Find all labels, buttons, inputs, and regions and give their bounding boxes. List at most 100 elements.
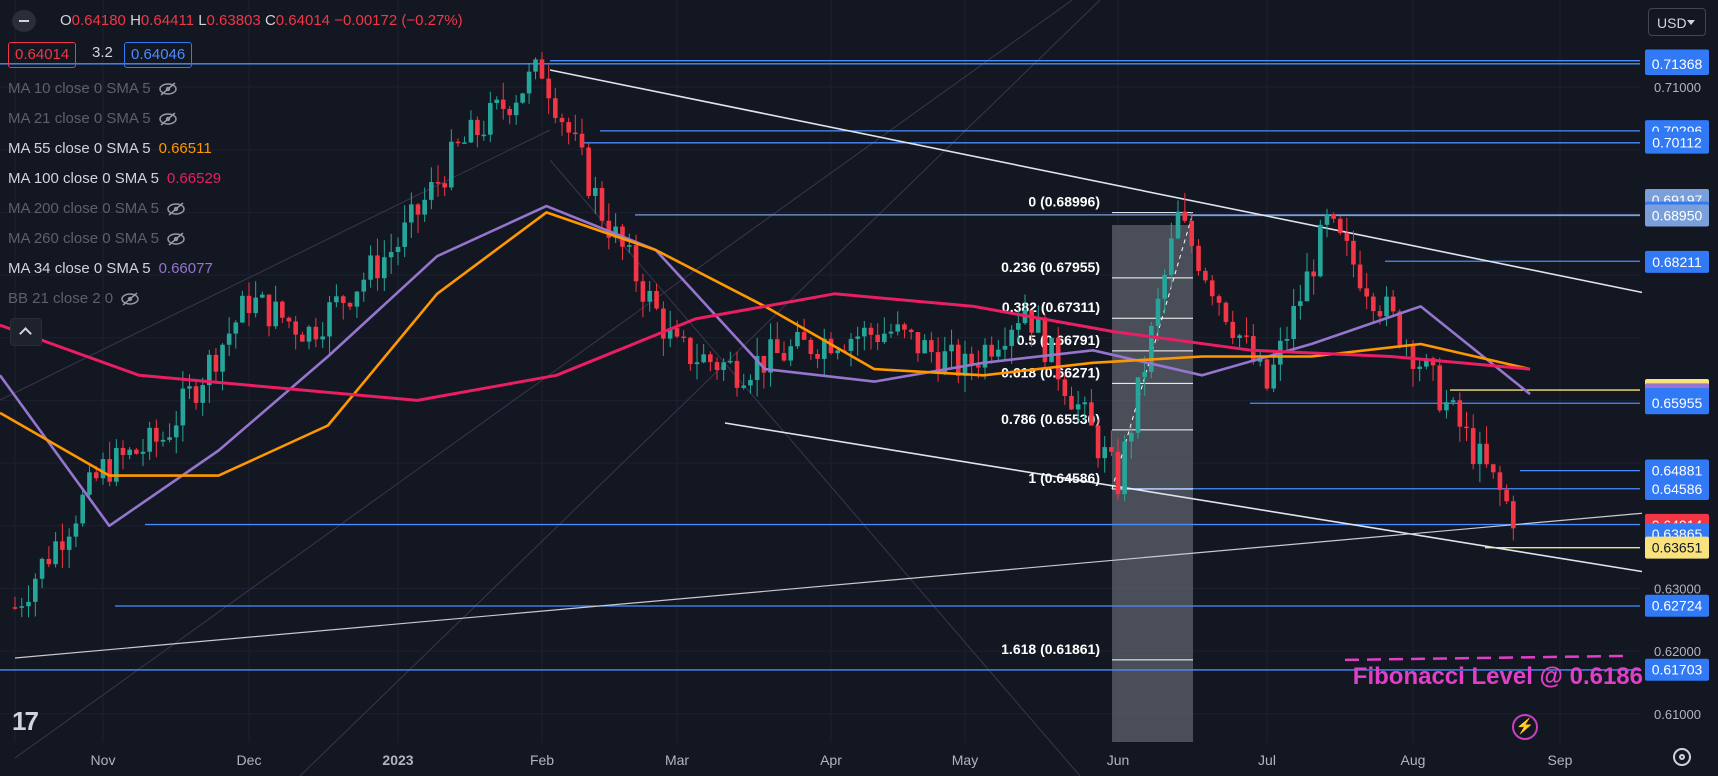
candle-body xyxy=(539,59,545,79)
candle-body xyxy=(1364,288,1369,297)
candle-body xyxy=(734,360,740,388)
settings-gear-icon[interactable] xyxy=(1673,748,1691,766)
candle-body xyxy=(253,297,258,314)
x-tick-label: Apr xyxy=(820,752,842,768)
hidden-eye-icon[interactable] xyxy=(121,291,139,306)
candle-body xyxy=(280,301,285,318)
candle-body xyxy=(1142,371,1147,378)
y-tick-label: 0.63000 xyxy=(1654,581,1701,596)
candle-body xyxy=(902,324,907,330)
candle-body xyxy=(173,425,179,438)
ask-box[interactable]: 0.64046 xyxy=(124,42,193,68)
x-tick-label: 2023 xyxy=(382,752,413,768)
candle-body xyxy=(848,338,854,351)
candle-body xyxy=(553,98,558,118)
candle-body xyxy=(922,340,927,354)
hidden-eye-icon[interactable] xyxy=(167,201,185,216)
indicator-row[interactable]: MA 55 close 0 SMA 5 0.66511 xyxy=(8,140,212,157)
candle-body xyxy=(468,119,474,143)
candle-body xyxy=(87,472,92,495)
hidden-eye-icon[interactable] xyxy=(158,81,177,96)
fib-level-label: 1 (0.64586) xyxy=(1028,470,1100,486)
candle-body xyxy=(681,336,686,339)
price-label: 0.64881 xyxy=(1652,463,1703,479)
candle-body xyxy=(1377,311,1383,317)
price-label-box xyxy=(1645,392,1709,415)
indicator-row[interactable]: MA 200 close 0 SMA 5 xyxy=(8,200,185,217)
fib-level-label: 0.786 (0.65530) xyxy=(1001,411,1100,427)
spread-value: 3.2 xyxy=(92,44,113,61)
trendline-upper xyxy=(549,69,1646,294)
y-tick-label: 0.61000 xyxy=(1654,707,1701,722)
candle-body xyxy=(19,606,25,608)
indicator-row[interactable]: BB 21 close 2 0 xyxy=(8,290,139,307)
candle-body xyxy=(409,204,414,223)
collapse-legend-button[interactable] xyxy=(10,318,42,346)
candle-body xyxy=(795,332,800,347)
x-tick-label: Jun xyxy=(1107,752,1130,768)
candle-body xyxy=(942,351,948,374)
candle-body xyxy=(455,141,461,144)
candle-body xyxy=(868,327,874,335)
candle-body xyxy=(1344,232,1350,241)
indicator-row[interactable]: MA 100 close 0 SMA 5 0.66529 xyxy=(8,170,221,187)
candle-body xyxy=(1424,358,1429,367)
candle-body xyxy=(1244,335,1249,337)
candle-body xyxy=(935,352,941,374)
price-label-box xyxy=(1645,250,1709,273)
indicator-row[interactable]: MA 21 close 0 SMA 5 xyxy=(8,110,177,127)
candle-body xyxy=(1511,501,1516,529)
indicator-row[interactable]: MA 10 close 0 SMA 5 xyxy=(8,80,177,97)
indicator-row[interactable]: MA 260 close 0 SMA 5 xyxy=(8,230,185,247)
candle-body xyxy=(808,339,814,355)
fibonacci-annotation: Fibonacci Level @ 0.6186 xyxy=(1353,663,1643,690)
indicator-label: MA 260 close 0 SMA 5 xyxy=(8,230,159,247)
y-tick-label: 0.71000 xyxy=(1654,80,1701,95)
candle-body xyxy=(1062,379,1068,396)
candle-body xyxy=(293,321,298,335)
candle-body xyxy=(415,204,421,215)
candle-body xyxy=(1135,377,1141,433)
indicator-row[interactable]: MA 34 close 0 SMA 5 0.66077 xyxy=(8,260,213,277)
candle-body xyxy=(768,339,773,373)
high-label: H xyxy=(130,12,141,29)
currency-select[interactable]: USD xyxy=(1648,8,1706,36)
price-label-box xyxy=(1645,459,1709,482)
candle-body xyxy=(1497,472,1503,490)
candle-body xyxy=(147,427,152,452)
candle-body xyxy=(127,449,132,456)
candle-body xyxy=(286,317,292,322)
candle-body xyxy=(835,350,840,354)
lightning-icon[interactable]: ⚡ xyxy=(1512,714,1538,740)
candle-body xyxy=(1042,317,1048,363)
candle-body xyxy=(1189,220,1194,246)
fib-level-label: 1.618 (0.61861) xyxy=(1001,641,1100,657)
candle-body xyxy=(500,99,506,109)
y-tick-label: 0.62000 xyxy=(1654,644,1701,659)
x-tick-label: Feb xyxy=(530,752,554,768)
candle-body xyxy=(266,294,272,327)
hidden-eye-icon[interactable] xyxy=(167,231,185,246)
candle-body xyxy=(647,290,653,302)
bid-box[interactable]: 0.64014 xyxy=(8,42,77,68)
candle-body xyxy=(39,558,45,579)
candle-body xyxy=(449,141,454,188)
candle-body xyxy=(579,133,585,148)
candle-body xyxy=(1162,274,1167,299)
candle-body xyxy=(599,187,605,221)
price-label-box xyxy=(1645,658,1709,681)
candle-body xyxy=(1384,296,1389,317)
high-value: 0.64411 xyxy=(140,12,195,29)
candle-body xyxy=(207,354,212,386)
candle-body xyxy=(701,354,706,363)
price-label-box xyxy=(1645,478,1709,501)
candle-body xyxy=(233,322,239,334)
candle-body xyxy=(1318,224,1323,277)
menu-icon[interactable] xyxy=(12,10,36,32)
candle-body xyxy=(53,541,58,565)
candle-body xyxy=(754,355,760,381)
candle-body xyxy=(606,220,612,238)
open-value: 0.64180 xyxy=(71,12,126,29)
hidden-eye-icon[interactable] xyxy=(158,111,177,126)
